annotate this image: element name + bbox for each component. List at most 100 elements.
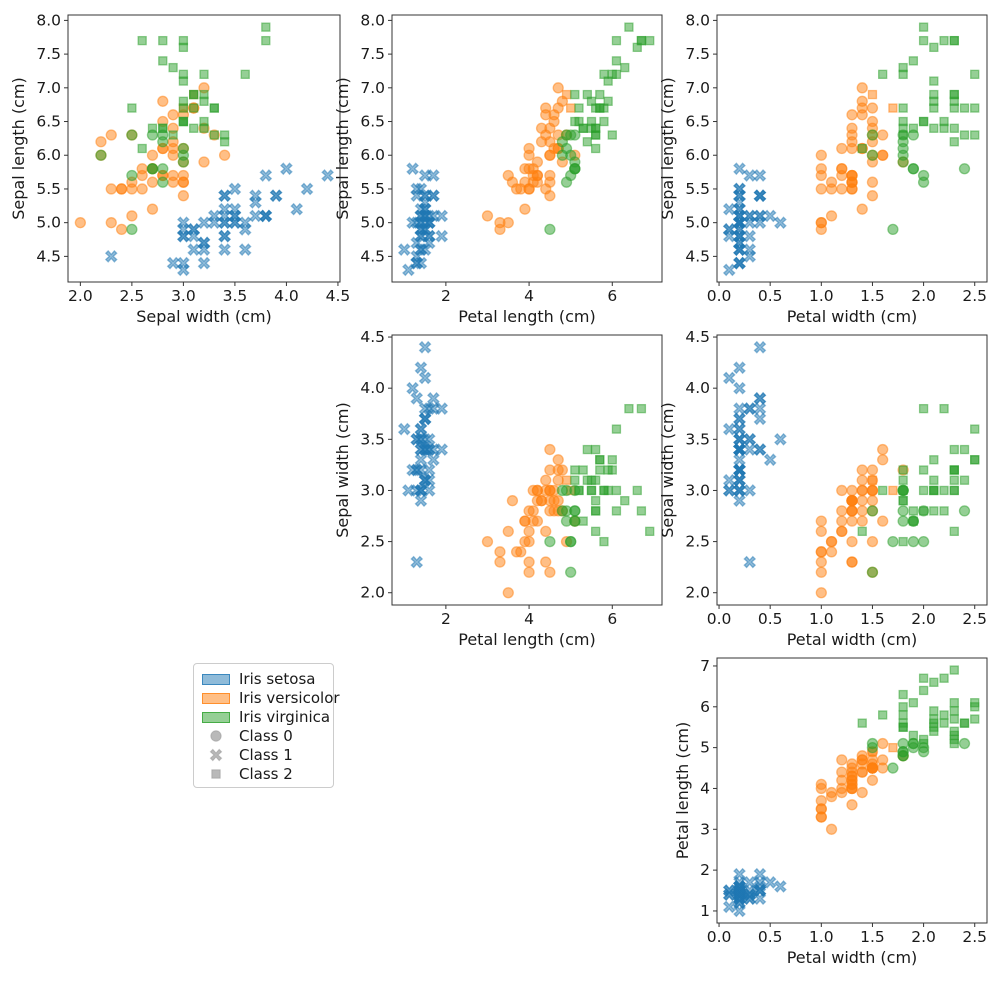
y-tick-label: 7.5 <box>36 45 61 63</box>
data-point <box>836 142 848 155</box>
data-point <box>556 505 569 517</box>
data-point <box>611 506 622 516</box>
x-tick-label: 6 <box>607 287 617 305</box>
data-point <box>918 685 929 696</box>
data-point <box>866 474 879 486</box>
data-point <box>599 536 609 547</box>
data-point <box>970 455 980 465</box>
data-point <box>866 464 879 476</box>
data-point <box>607 455 617 465</box>
data-point <box>917 176 930 188</box>
x-axis-label: Petal width (cm) <box>787 630 918 649</box>
data-point <box>177 190 190 202</box>
data-point <box>939 710 949 720</box>
data-point <box>897 737 909 750</box>
data-point <box>137 143 147 154</box>
data-point <box>949 475 959 485</box>
data-point <box>733 412 746 426</box>
y-tick-label: 6.5 <box>360 113 385 131</box>
data-point <box>949 103 959 113</box>
data-point <box>569 484 581 497</box>
data-point <box>414 422 428 436</box>
data-point <box>582 137 592 147</box>
data-point <box>269 189 283 203</box>
data-point <box>815 217 827 229</box>
data-point <box>825 535 838 548</box>
data-point <box>733 443 746 456</box>
class-2-square-marker-icon <box>202 768 230 780</box>
data-point <box>157 129 169 141</box>
data-point <box>228 182 242 196</box>
data-point <box>929 677 939 687</box>
data-point <box>481 210 494 222</box>
points-layer <box>722 665 980 918</box>
data-point <box>743 402 757 415</box>
data-point <box>970 698 980 708</box>
data-point <box>856 464 868 476</box>
y-tick-label: 8.0 <box>685 11 710 29</box>
data-point <box>502 169 514 182</box>
data-point <box>722 484 736 497</box>
data-point <box>753 884 767 897</box>
data-point <box>590 526 601 537</box>
data-point <box>238 223 252 236</box>
data-point <box>321 169 334 182</box>
data-point <box>410 182 424 196</box>
data-point <box>422 209 436 223</box>
y-tick-label: 5.5 <box>36 180 61 198</box>
y-tick-label: 3 <box>700 820 710 838</box>
data-point <box>733 182 746 196</box>
data-point <box>949 665 959 675</box>
data-point <box>878 69 888 79</box>
data-point <box>763 876 777 889</box>
y-tick-label: 8.0 <box>360 11 385 29</box>
data-point <box>126 223 138 236</box>
data-point <box>104 250 118 263</box>
data-point <box>949 137 959 147</box>
data-point <box>146 203 159 215</box>
data-point <box>595 103 605 113</box>
x-tick-label: 2.0 <box>911 287 936 305</box>
data-point <box>506 495 519 507</box>
x-tick-label: 0.5 <box>758 610 783 628</box>
data-point <box>158 56 168 66</box>
x-tick-label: 4.5 <box>326 287 351 305</box>
data-point <box>595 89 605 100</box>
data-point <box>939 673 949 683</box>
data-point <box>743 888 757 901</box>
data-point <box>238 243 252 256</box>
y-tick-label: 2.0 <box>360 584 385 602</box>
data-point <box>136 183 148 195</box>
data-point <box>531 484 544 497</box>
y-tick-label: 7.0 <box>360 79 385 97</box>
y-tick-label: 3.0 <box>685 481 710 499</box>
y-tick-label: 5.0 <box>36 214 61 232</box>
data-point <box>418 196 432 209</box>
legend-label: Iris virginica <box>239 708 331 726</box>
data-point <box>929 706 939 716</box>
data-point <box>929 103 939 113</box>
data-point <box>929 506 939 516</box>
data-point <box>418 340 432 354</box>
data-point <box>743 216 757 230</box>
data-point <box>733 381 746 395</box>
y-tick-label: 7.0 <box>685 79 710 97</box>
data-point <box>836 525 848 538</box>
points-layer <box>397 22 655 277</box>
data-point <box>743 555 757 569</box>
data-point <box>929 718 939 728</box>
data-point <box>178 69 189 79</box>
y-tick-label: 2.5 <box>360 533 385 551</box>
data-point <box>722 900 736 914</box>
data-point <box>866 495 879 507</box>
y-tick-label: 2.0 <box>685 584 710 602</box>
y-axis-label: Petal length (cm) <box>673 722 692 859</box>
data-point <box>565 129 577 141</box>
data-point <box>733 494 746 508</box>
data-point <box>414 229 428 243</box>
data-point <box>105 129 117 141</box>
data-point <box>856 474 868 486</box>
subplot-petal-length-vs-sepal-length: 2 4 6 4.5 5.0 5.5 6.0 6.5 7.0 7.5 8.0 Petal length … <box>333 11 663 326</box>
data-point <box>261 35 271 46</box>
data-point <box>544 223 556 236</box>
